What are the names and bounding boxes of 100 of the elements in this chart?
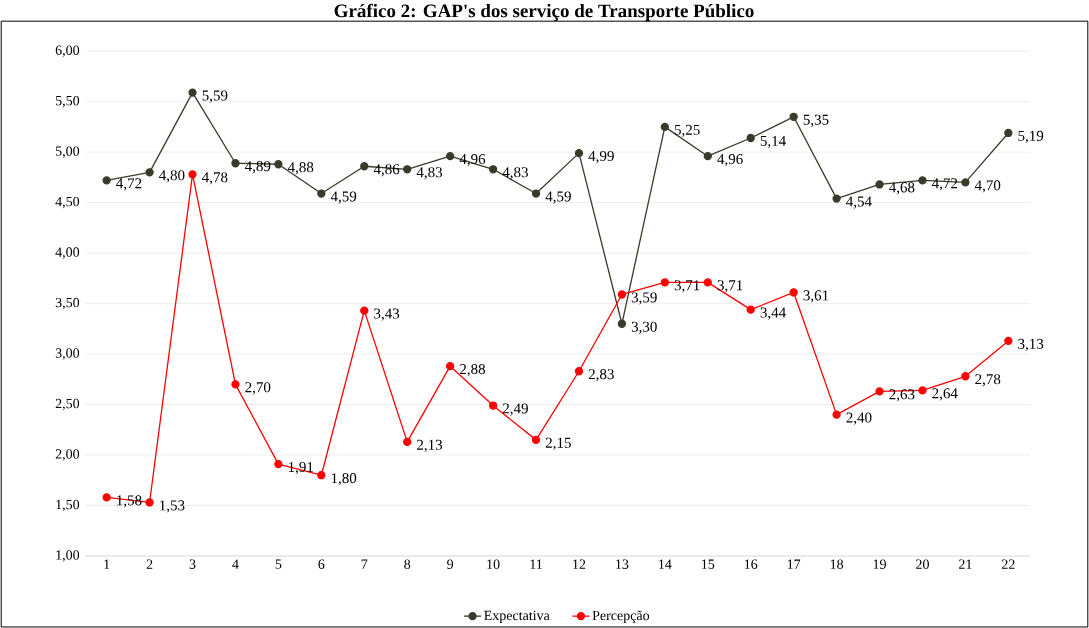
y-tick-label: 5,50 [55, 95, 80, 108]
point [746, 133, 755, 143]
point [446, 151, 455, 161]
data-label: 2,83 [588, 369, 614, 382]
data-label: 1,80 [331, 473, 357, 486]
point [918, 176, 927, 185]
data-label: 4,70 [974, 180, 1001, 193]
legend-label: Expectativa [484, 610, 550, 623]
x-tick-label: 12 [573, 559, 586, 569]
data-label: 4,78 [202, 172, 228, 185]
x-tick-label: 15 [702, 559, 715, 569]
point [446, 361, 455, 371]
point [274, 459, 283, 469]
point [1004, 336, 1013, 345]
y-tick-label: 1,00 [56, 550, 80, 562]
legend-label: Percepção [592, 610, 650, 623]
data-label: 4,80 [159, 170, 185, 183]
data-label: 4,54 [846, 196, 872, 209]
chart-title: Gráfico 2: GAP's dos serviço de Transporte Público [334, 3, 754, 22]
y-tick-label: 4,50 [55, 196, 80, 209]
x-tick-label: 7 [361, 559, 368, 569]
x-tick-label: 10 [487, 559, 500, 569]
point [746, 305, 755, 314]
data-label: 5,25 [674, 124, 700, 137]
point [145, 498, 154, 507]
point [317, 189, 326, 198]
data-label: 3,13 [1018, 338, 1044, 351]
data-label: 2,40 [846, 412, 872, 425]
point [617, 319, 627, 328]
y-tick-label: 2,50 [55, 398, 80, 411]
x-tick-label: 1 [104, 559, 110, 569]
data-label: 4,89 [244, 161, 271, 174]
point [660, 122, 669, 131]
data-label: 2,49 [502, 403, 528, 416]
point [617, 290, 627, 299]
point [703, 151, 712, 161]
point [832, 410, 841, 419]
x-tick-label: 20 [916, 559, 929, 569]
data-label: 2,13 [417, 439, 443, 452]
data-label: 5,14 [760, 135, 786, 149]
x-tick-label: 13 [616, 559, 629, 569]
data-label: 4,72 [116, 178, 142, 191]
point [531, 435, 541, 444]
x-tick-label: 2 [146, 559, 153, 569]
data-label: 2,78 [975, 374, 1001, 387]
point [317, 470, 326, 480]
point [574, 148, 584, 158]
x-tick-label: 6 [318, 559, 325, 569]
point [789, 288, 798, 297]
data-label: 4,68 [889, 182, 915, 195]
data-label: 4,96 [717, 153, 743, 167]
point [360, 162, 369, 171]
point [1004, 128, 1013, 138]
point [832, 194, 841, 203]
x-tick-label: 21 [959, 559, 972, 569]
x-tick-label: 17 [787, 559, 801, 569]
x-tick-label: 19 [873, 559, 886, 569]
point [231, 159, 240, 168]
data-label: 4,59 [545, 191, 571, 204]
data-label: 3,71 [674, 280, 700, 293]
y-tick-label: 3,50 [55, 297, 80, 310]
x-tick-label: 16 [744, 559, 758, 569]
data-label: 5,59 [202, 90, 228, 103]
point [403, 165, 412, 174]
y-tick-label: 6,00 [55, 45, 80, 57]
x-tick-label: 22 [1001, 559, 1015, 569]
point [961, 372, 970, 381]
data-label: 3,61 [803, 290, 829, 303]
point [188, 170, 197, 179]
point [360, 306, 369, 315]
y-tick-label: 2,00 [55, 449, 80, 461]
point [574, 367, 584, 376]
point [188, 88, 197, 97]
y-tick-label: 4,00 [55, 247, 80, 259]
point [102, 176, 111, 185]
x-tick-label: 18 [830, 559, 844, 569]
point [488, 165, 498, 174]
data-label: 3,43 [374, 308, 400, 321]
data-label: 4,83 [416, 167, 443, 180]
y-tick-label: 3,00 [55, 348, 80, 360]
x-tick-label: 14 [659, 559, 672, 569]
x-tick-label: 5 [275, 559, 282, 569]
data-label: 4,59 [330, 191, 357, 204]
point [789, 112, 798, 121]
data-label: 3,44 [760, 307, 786, 320]
x-tick-label: 3 [189, 559, 196, 569]
x-tick-label: 8 [404, 559, 411, 569]
point [660, 278, 669, 287]
point [961, 178, 970, 187]
data-label: 3,59 [631, 292, 657, 305]
data-label: 1,53 [160, 500, 185, 513]
point [145, 168, 154, 177]
point [231, 380, 240, 389]
data-label: 5,19 [1018, 130, 1044, 143]
point [403, 437, 412, 446]
point [102, 493, 111, 502]
y-tick-label: 5,00 [55, 146, 80, 158]
data-label: 5,35 [803, 114, 829, 127]
x-tick-label: 9 [447, 559, 454, 569]
point [531, 189, 541, 198]
